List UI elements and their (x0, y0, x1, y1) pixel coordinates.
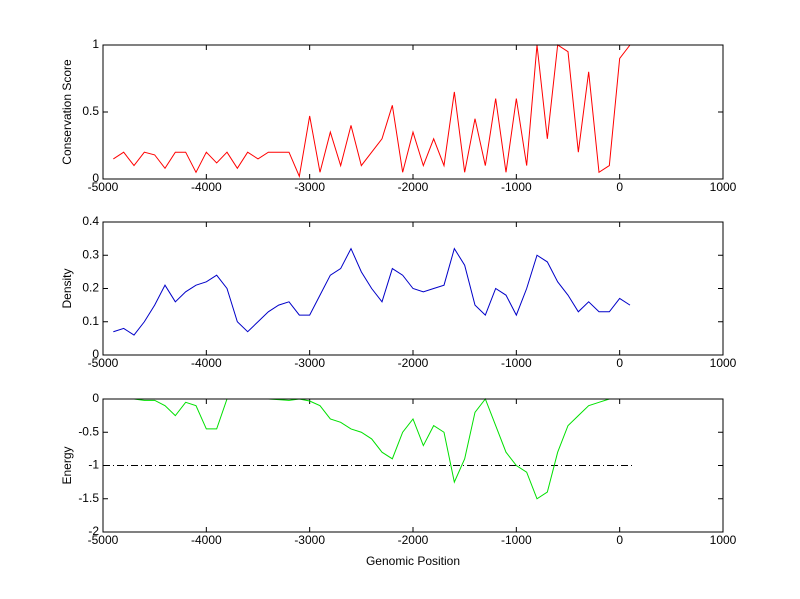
x-tick-label: -2000 (398, 180, 429, 194)
x-tick-label: -4000 (191, 356, 222, 370)
y-tick-label: 0.1 (82, 314, 99, 328)
x-tick-label: 1000 (710, 356, 737, 370)
plot-frame (102, 398, 724, 533)
x-tick-label: -1000 (501, 180, 532, 194)
x-tick-label: -1000 (501, 356, 532, 370)
x-tick-label: -1000 (501, 533, 532, 547)
x-tick-label: -3000 (294, 533, 325, 547)
y-tick-label: 0.5 (82, 104, 99, 118)
y-tick-label: -0.5 (78, 424, 99, 438)
plot-frame (102, 221, 724, 356)
y-tick-label: -2 (88, 524, 99, 538)
y-tick-label: 0 (92, 171, 99, 185)
plot-frame (102, 44, 724, 180)
x-tick-label: -4000 (191, 180, 222, 194)
y-tick-label: 0 (92, 391, 99, 405)
y-tick-label: 0.2 (82, 281, 99, 295)
y-tick-label: 1 (92, 37, 99, 51)
x-axis-label: Genomic Position (366, 554, 460, 568)
y-axis-label: Conservation Score (60, 59, 74, 165)
x-tick-label: -5000 (88, 533, 119, 547)
plot-area (103, 45, 723, 179)
x-tick-label: -5000 (88, 180, 119, 194)
x-tick-label: -2000 (398, 356, 429, 370)
data-line (113, 247, 631, 336)
y-tick-label: 0.3 (82, 247, 99, 261)
x-tick-label: 0 (616, 533, 623, 547)
x-tick-label: 1000 (710, 533, 737, 547)
y-axis-label: Density (60, 268, 74, 308)
x-tick-label: 0 (616, 356, 623, 370)
y-tick-label: -1 (88, 458, 99, 472)
y-tick-label: -1.5 (78, 491, 99, 505)
x-tick-label: -3000 (294, 356, 325, 370)
x-tick-label: 1000 (710, 180, 737, 194)
y-axis-label: Energy (60, 446, 74, 484)
x-tick-label: -4000 (191, 533, 222, 547)
x-tick-label: -3000 (294, 180, 325, 194)
x-tick-label: -5000 (88, 356, 119, 370)
data-line (113, 44, 631, 179)
y-tick-label: 0.4 (82, 214, 99, 228)
x-tick-label: -2000 (398, 533, 429, 547)
data-line (133, 397, 610, 500)
x-tick-label: 0 (616, 180, 623, 194)
y-tick-label: 0 (92, 347, 99, 361)
